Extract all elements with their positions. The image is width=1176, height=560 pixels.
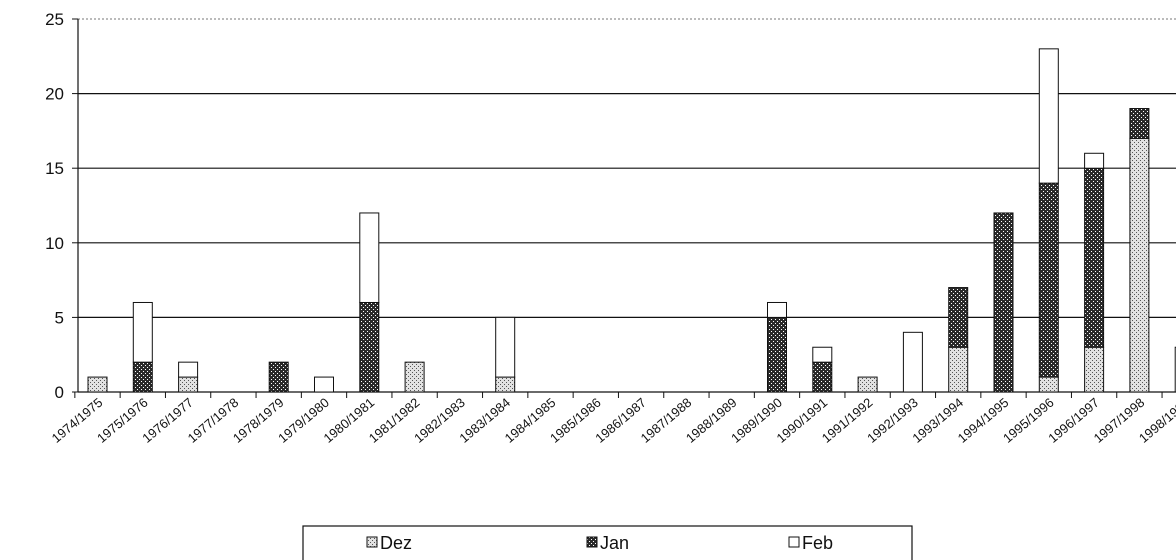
y-tick-label: 25 [45,10,64,29]
bar-segment-feb [767,301,787,318]
bar-segment-feb [1038,48,1059,184]
y-tick-label: 5 [55,308,64,327]
bars [87,48,1176,393]
legend-label-dez: Dez [380,533,412,553]
bar-segment-feb [359,212,380,303]
bar-segment-jan [132,361,153,393]
bar-segment-dez [1084,346,1105,393]
bar-segment-feb [132,301,153,363]
bar-segment-jan [1129,108,1150,139]
legend-swatch-feb [788,536,800,548]
bar-segment-feb [812,346,833,363]
bar-segment-jan [993,212,1014,393]
legend-label-jan: Jan [600,533,629,553]
bar-segment-dez [178,376,199,393]
bar-segment-jan [268,361,289,393]
legend: Dez Jan Feb [302,525,913,560]
bar-segment-jan [1038,182,1059,378]
y-axis-ticks: 0 5 10 15 20 25 [45,10,78,402]
x-axis-ticks: 1974/19751975/19761976/19771977/19781978… [49,392,1176,446]
bar-segment-dez [87,376,108,393]
y-tick-label: 0 [55,383,64,402]
bar-segment-dez [857,376,878,393]
bar-segment-dez [404,361,425,393]
legend-label-feb: Feb [802,533,833,553]
bar-segment-jan [948,287,969,348]
bar-segment-dez [1129,137,1150,393]
gridlines [77,18,1176,393]
bar-segment-jan [767,316,787,393]
bar-segment-feb [902,331,923,393]
bar-segment-dez [948,346,969,393]
legend-box [302,525,913,560]
bar-segment-jan [812,361,833,393]
bar-segment-feb [1084,152,1105,169]
y-tick-label: 15 [45,159,64,178]
y-tick-label: 20 [45,85,64,104]
bar-segment-dez [1038,376,1059,393]
legend-swatch-jan [586,536,598,548]
y-tick-label: 10 [45,234,64,253]
bar-segment-dez [495,376,516,393]
bar-segment-feb [314,376,334,393]
bar-segment-jan [359,301,380,393]
bar-segment-jan [1084,167,1105,348]
legend-swatch-dez [366,536,378,548]
bar-segment-feb [495,316,516,378]
bar-segment-feb [178,361,199,378]
